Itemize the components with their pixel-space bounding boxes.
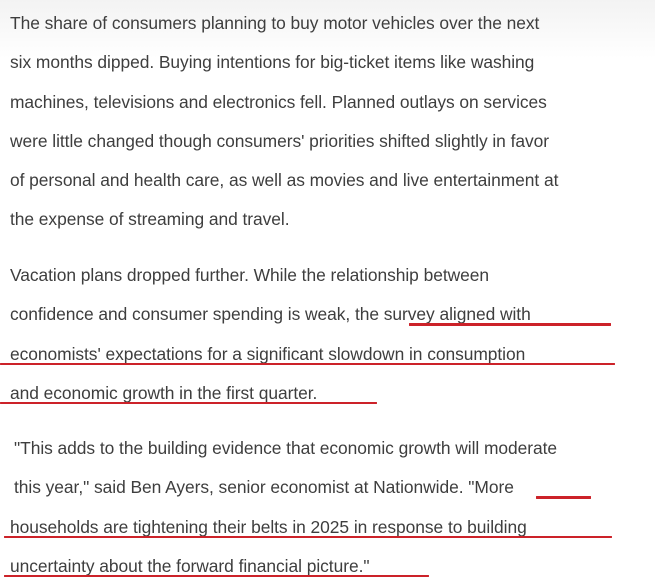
text-line: six months dipped. Buying intentions for…	[0, 43, 655, 82]
text-line: of personal and health care, as well as …	[0, 161, 655, 200]
text-line: and economic growth in the first quarter…	[0, 374, 655, 413]
line-text: The share of consumers planning to buy m…	[10, 13, 540, 33]
text-line: the expense of streaming and travel.	[0, 200, 655, 239]
line-text: this year," said Ben Ayers, senior econo…	[14, 477, 514, 498]
text-line: uncertainty about the forward financial …	[0, 547, 655, 586]
text-line: machines, televisions and electronics fe…	[0, 83, 655, 122]
line-text: machines, televisions and electronics fe…	[10, 91, 547, 112]
line-text: of personal and health care, as well as …	[10, 170, 559, 191]
text-line: The share of consumers planning to buy m…	[0, 4, 655, 43]
paragraph-1: The share of consumers planning to buy m…	[0, 4, 655, 240]
line-text: economists' expectations for a significa…	[10, 343, 526, 364]
red-underline-annotation	[409, 323, 611, 326]
line-text: six months dipped. Buying intentions for…	[10, 52, 535, 73]
line-text: households are tightening their belts in…	[10, 516, 527, 537]
red-underline-annotation	[4, 535, 612, 539]
red-underline-annotation	[0, 362, 615, 366]
text-line: households are tightening their belts in…	[0, 508, 655, 547]
line-text: confidence and consumer spending is weak…	[10, 304, 531, 325]
line-text: "This adds to the building evidence that…	[14, 438, 558, 458]
line-text: the expense of streaming and travel.	[10, 209, 290, 230]
red-underline-annotation	[536, 496, 591, 499]
text-line: were little changed though consumers' pr…	[0, 122, 655, 161]
paragraph-2: Vacation plans dropped further. While th…	[0, 256, 655, 413]
text-line: confidence and consumer spending is weak…	[0, 295, 655, 334]
line-text: uncertainty about the forward financial …	[10, 555, 370, 576]
red-underline-annotation	[0, 401, 377, 405]
text-line: Vacation plans dropped further. While th…	[0, 256, 655, 295]
line-text: Vacation plans dropped further. While th…	[10, 265, 489, 285]
line-text: and economic growth in the first quarter…	[10, 382, 318, 403]
paragraph-3: "This adds to the building evidence that…	[0, 429, 655, 586]
text-line: this year," said Ben Ayers, senior econo…	[0, 468, 655, 507]
text-line: economists' expectations for a significa…	[0, 335, 655, 374]
text-line: "This adds to the building evidence that…	[0, 429, 655, 468]
red-underline-annotation	[4, 574, 429, 578]
line-text: were little changed though consumers' pr…	[10, 130, 550, 151]
